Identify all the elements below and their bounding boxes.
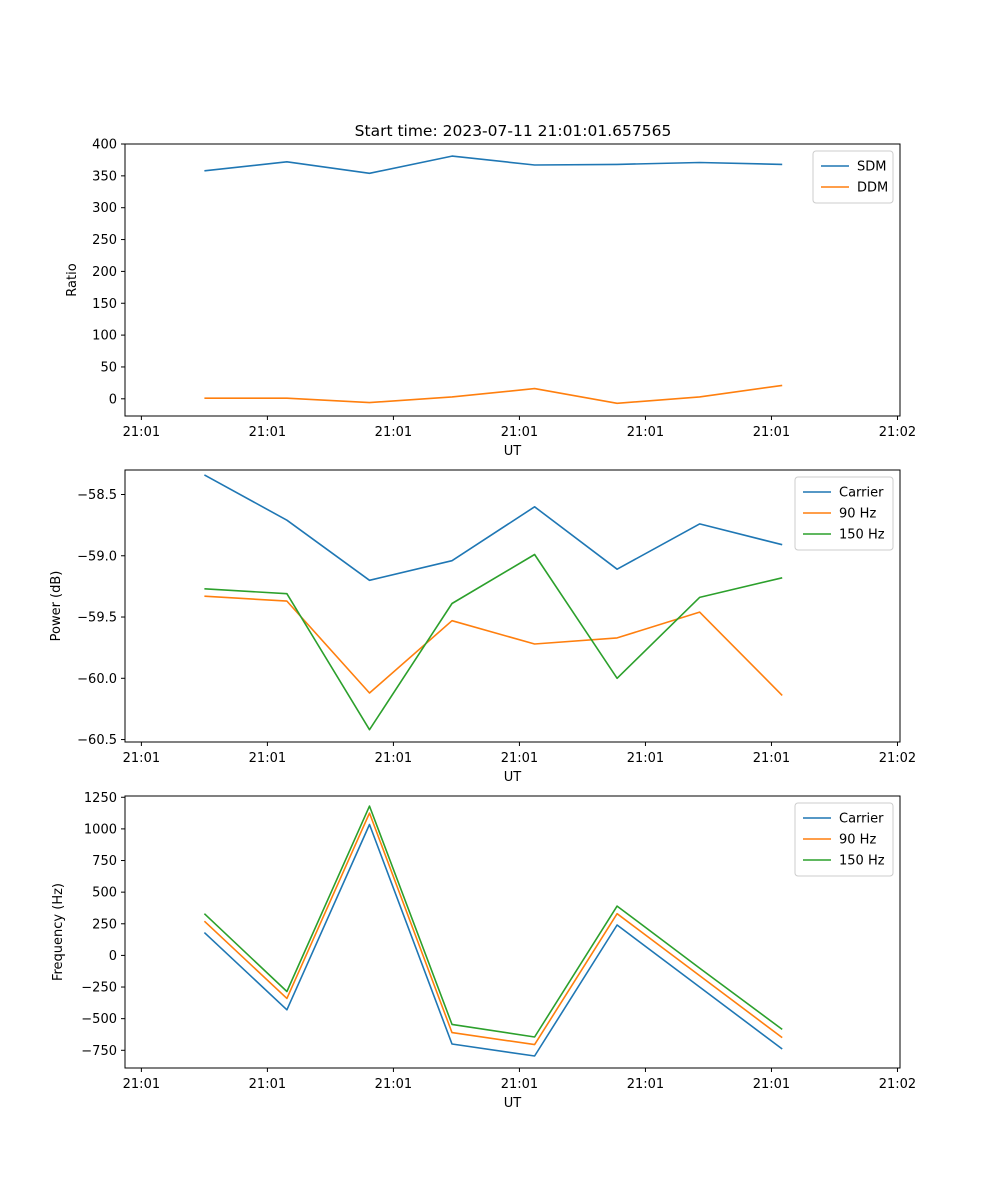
chart-title: Start time: 2023-07-11 21:01:01.657565 [355,122,672,140]
legend-label: 150 Hz [839,528,885,543]
series-line-carrier [204,474,783,582]
legend-box [794,476,894,551]
series-line-sdm [204,155,783,175]
x-tick-label: 21:01 [501,425,538,440]
x-tick-label: 21:01 [123,751,160,766]
y-tick-label: −750 [81,1044,117,1059]
axes-frame [124,143,901,417]
series-line-carrier [203,823,783,1057]
x-tick-label: 21:01 [375,425,412,440]
y-tick-label: 150 [92,297,117,312]
legend-label: DDM [857,181,888,196]
series-line-90-hz [204,595,783,696]
legend: Carrier 90 Hz 150 Hz [794,476,894,551]
legend-label: Carrier [839,486,884,501]
panel-2: 21:01 21:01 21:01 21:01 21:01 21:01 21:02 −60.5… [49,469,916,785]
y-tick-label: −60.5 [77,733,117,748]
x-tick-label: 21:01 [501,751,538,766]
y-tick-label: −58.5 [77,488,117,503]
y-tick-label: −59.5 [77,611,117,626]
x-tick-label: 21:01 [249,1077,286,1092]
legend: Carrier 90 Hz 150 Hz [794,802,894,877]
panel-1: 21:01 21:01 21:01 21:01 21:01 21:01 21:02 0 50 10… [65,138,916,460]
y-tick-label: 0 [109,949,117,964]
legend-box [794,802,894,877]
y-axis-label: Ratio [65,263,80,296]
x-tick-label: 21:01 [753,1077,790,1092]
x-tick-label: 21:01 [627,425,664,440]
y-tick-label: 300 [92,201,117,216]
x-tick-label: 21:01 [627,751,664,766]
x-axis-label: UT [504,1096,522,1111]
legend-label: 90 Hz [839,833,876,848]
y-tick-label: −60.0 [77,672,117,687]
y-tick-label: 0 [109,392,117,407]
y-tick-label: 1250 [84,791,117,806]
legend-label: Carrier [839,812,884,827]
legend-label: 150 Hz [839,854,885,869]
x-tick-label: 21:01 [627,1077,664,1092]
y-axis-label: Frequency (Hz) [51,883,66,981]
series-line-150-hz [204,553,783,731]
y-tick-label: 500 [92,886,117,901]
y-tick-label: 200 [92,265,117,280]
y-tick-label: 400 [92,138,117,153]
x-axis-label: UT [504,444,522,459]
y-tick-label: −250 [81,981,117,996]
x-tick-label: 21:01 [753,751,790,766]
legend-box [812,150,894,204]
y-tick-label: 250 [92,917,117,932]
legend: SDM DDM [812,150,894,204]
axes-frame [124,469,901,743]
y-tick-label: −500 [81,1012,117,1027]
series-line-ddm [204,384,783,405]
y-tick-label: 50 [100,360,117,375]
y-tick-label: 350 [92,169,117,184]
x-tick-label: 21:01 [249,751,286,766]
x-tick-label: 21:02 [879,751,916,766]
y-tick-label: 750 [92,854,117,869]
legend-label: 90 Hz [839,507,876,522]
x-axis-label: UT [504,770,522,785]
x-tick-label: 21:01 [753,425,790,440]
x-tick-label: 21:02 [879,1077,916,1092]
series-line-150-hz [203,805,783,1038]
x-tick-label: 21:01 [249,425,286,440]
x-tick-label: 21:01 [123,1077,160,1092]
y-tick-label: −59.0 [77,549,117,564]
legend-label: SDM [857,160,886,175]
x-tick-label: 21:02 [879,425,916,440]
x-tick-label: 21:01 [501,1077,538,1092]
x-tick-label: 21:01 [123,425,160,440]
y-axis-label: Power (dB) [49,571,64,642]
y-tick-label: 250 [92,233,117,248]
axes-frame [124,795,901,1069]
y-tick-label: 1000 [84,822,117,837]
panel-3: 21:01 21:01 21:01 21:01 21:01 21:01 21:02 −750 −… [51,791,916,1111]
series-line-90-hz [203,812,783,1046]
x-tick-label: 21:01 [375,1077,412,1092]
y-tick-label: 100 [92,329,117,344]
x-tick-label: 21:01 [375,751,412,766]
